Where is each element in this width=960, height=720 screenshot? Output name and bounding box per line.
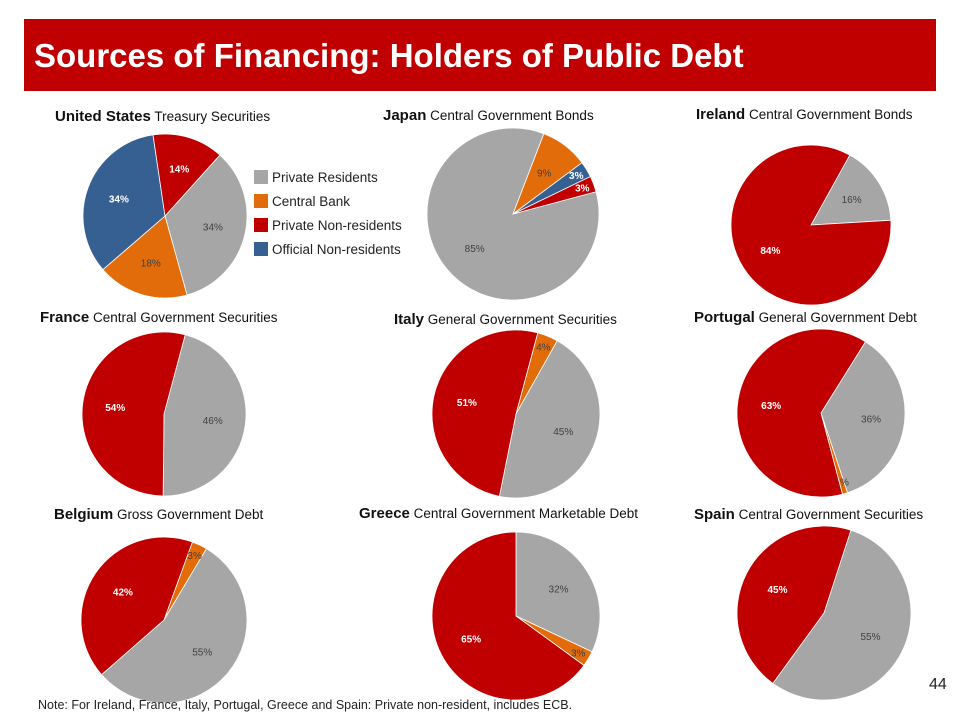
pie-chart-belgium: 3% 55% 42%	[80, 536, 248, 704]
pie-slice-private-residents	[162, 334, 247, 497]
legend-item-private-non-residents: Private Non-residents	[254, 213, 402, 237]
legend-swatch	[254, 218, 268, 232]
legend-swatch	[254, 194, 268, 208]
data-label-central-bank: 4%	[536, 343, 551, 354]
data-label-private-non-residents: 63%	[761, 401, 781, 412]
data-label-private-non-residents: 42%	[113, 587, 133, 598]
data-label-official-non-residents: 34%	[109, 194, 129, 205]
chart-country: United States	[55, 108, 151, 125]
page-title: Sources of Financing: Holders of Public …	[34, 37, 744, 74]
chart-subtitle: Central Government Marketable Debt	[409, 506, 638, 521]
legend-item-private-residents: Private Residents	[254, 165, 402, 189]
pie-slice-private-non-residents	[736, 525, 852, 684]
chart-title-united-states: United States Treasury Securities	[55, 108, 270, 125]
footnote: Note: For Ireland, France, Italy, Portug…	[38, 698, 573, 712]
pie-slice-private-residents	[164, 154, 248, 296]
chart-subtitle: Central Government Bonds	[745, 107, 913, 122]
data-label-private-non-residents: 3%	[575, 184, 590, 195]
data-label-private-residents: 45%	[553, 427, 573, 438]
data-label-central-bank: 3%	[187, 551, 202, 562]
data-label-private-non-residents: 14%	[169, 164, 189, 175]
legend: Private Residents Central Bank Private N…	[254, 165, 402, 261]
data-label-central-bank: 1%	[834, 478, 849, 489]
chart-country: Italy	[394, 311, 425, 328]
data-label-private-non-residents: 45%	[767, 585, 787, 596]
chart-subtitle: Central Government Securities	[734, 507, 924, 522]
legend-item-official-non-residents: Official Non-residents	[254, 237, 402, 261]
pie-chart-united-states: 34% 18% 34% 14%	[82, 133, 248, 299]
pie-slice-private-residents	[810, 154, 892, 226]
pie-slice-private-non-residents	[730, 144, 892, 306]
data-label-private-residents: 16%	[842, 195, 862, 206]
pie-slice-private-non-residents	[431, 329, 539, 497]
chart-title-france: France Central Government Securities	[40, 309, 278, 326]
chart-title-spain: Spain Central Government Securities	[694, 506, 923, 523]
chart-title-greece: Greece Central Government Marketable Deb…	[359, 505, 638, 522]
chart-subtitle: Gross Government Debt	[113, 507, 264, 522]
legend-label: Official Non-residents	[272, 241, 401, 257]
data-label-central-bank: 18%	[141, 259, 161, 270]
pie-slice-central-bank	[102, 215, 188, 299]
data-label-private-non-residents: 51%	[457, 398, 477, 409]
chart-title-italy: Italy General Government Securities	[394, 311, 617, 328]
chart-country: Japan	[383, 107, 427, 124]
data-label-private-residents: 32%	[549, 584, 569, 595]
pie-chart-ireland: 16% 84%	[730, 144, 892, 306]
pie-slice-private-residents	[498, 340, 601, 499]
data-label-private-non-residents: 65%	[461, 634, 481, 645]
pie-chart-japan: 85% 9% 3% 3%	[426, 127, 600, 301]
title-bar: Sources of Financing: Holders of Public …	[24, 19, 936, 91]
chart-country: Belgium	[54, 506, 114, 523]
data-label-private-residents: 34%	[203, 223, 223, 234]
chart-subtitle: General Government Debt	[754, 310, 917, 325]
pie-slice-private-non-residents	[512, 176, 597, 215]
data-label-private-residents: 85%	[465, 244, 485, 255]
pie-slice-private-non-residents	[81, 331, 186, 497]
legend-item-central-bank: Central Bank	[254, 189, 402, 213]
pie-chart-greece: 32% 3% 65%	[431, 531, 601, 701]
pie-slice-private-non-residents	[152, 133, 221, 217]
pie-slice-private-residents	[515, 531, 601, 653]
legend-label: Private Non-residents	[272, 217, 402, 233]
chart-country: France	[40, 309, 90, 326]
pie-slice-private-non-residents	[80, 536, 193, 676]
legend-swatch	[254, 170, 268, 184]
pie-slice-official-non-residents	[82, 134, 166, 271]
legend-label: Private Residents	[272, 169, 378, 185]
pie-chart-portugal: 36% 1% 63%	[736, 328, 906, 498]
chart-country: Ireland	[696, 106, 746, 123]
chart-subtitle: Treasury Securities	[150, 109, 271, 124]
data-label-private-non-residents: 84%	[760, 246, 780, 257]
chart-subtitle: General Government Securities	[424, 312, 617, 327]
chart-title-portugal: Portugal General Government Debt	[694, 309, 917, 326]
chart-title-belgium: Belgium Gross Government Debt	[54, 506, 263, 523]
chart-country: Portugal	[694, 309, 755, 326]
pie-chart-spain: 55% 45%	[736, 525, 912, 701]
data-label-official-non-residents: 3%	[569, 171, 584, 182]
data-label-central-bank: 3%	[571, 648, 586, 659]
data-label-private-residents: 55%	[861, 632, 881, 643]
pie-slice-private-non-residents	[736, 328, 867, 498]
data-label-private-residents: 55%	[192, 647, 212, 658]
data-label-central-bank: 9%	[537, 168, 552, 179]
pie-slice-private-residents	[772, 529, 912, 701]
chart-subtitle: Central Government Bonds	[426, 108, 594, 123]
data-label-private-non-residents: 54%	[105, 403, 125, 414]
chart-subtitle: Central Government Securities	[89, 310, 278, 325]
page-number: 44	[929, 676, 947, 693]
data-label-private-residents: 36%	[861, 414, 881, 425]
pie-slice-private-non-residents	[431, 531, 585, 701]
chart-title-ireland: Ireland Central Government Bonds	[696, 106, 913, 123]
chart-title-japan: Japan Central Government Bonds	[383, 107, 594, 124]
chart-country: Spain	[694, 506, 735, 523]
data-label-private-residents: 46%	[203, 416, 223, 427]
chart-country: Greece	[359, 505, 410, 522]
pie-chart-france: 46% 54%	[81, 331, 247, 497]
pie-chart-italy: 4% 45% 51%	[431, 329, 601, 499]
pie-slice-private-residents	[100, 548, 248, 704]
legend-label: Central Bank	[272, 193, 351, 209]
legend-swatch	[254, 242, 268, 256]
